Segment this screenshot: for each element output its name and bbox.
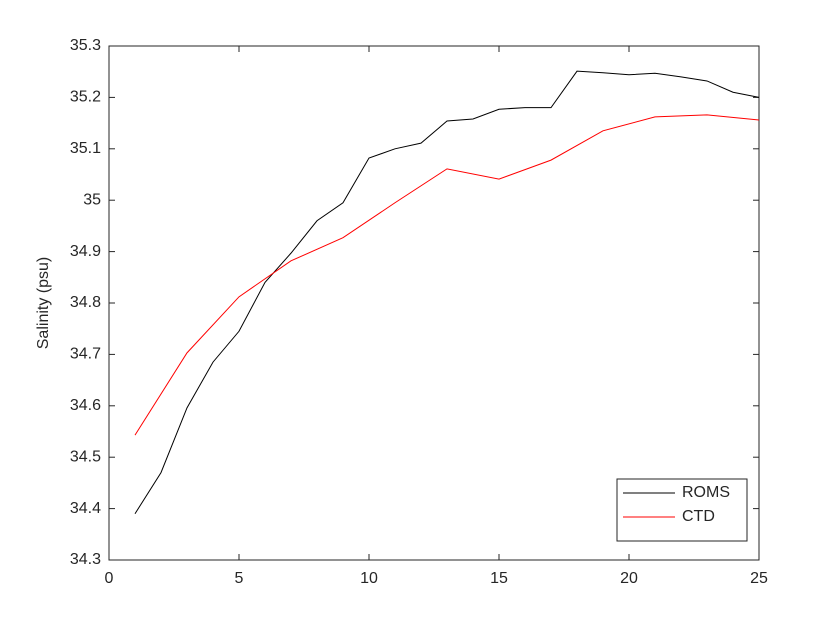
y-axis-label: Salinity (psu) [35,257,52,349]
y-tick-label: 34.8 [70,294,101,311]
legend-label: ROMS [682,484,730,501]
y-tick-label: 34.4 [70,500,101,517]
x-tick-label: 20 [620,570,638,587]
x-tick-label: 10 [360,570,378,587]
y-tick-label: 34.5 [70,448,101,465]
y-tick-label: 34.9 [70,243,101,260]
x-tick-label: 5 [235,570,244,587]
y-tick-label: 35 [83,191,101,208]
y-tick-label: 35.3 [70,37,101,54]
legend-label: CTD [682,508,715,525]
data-line [134,70,760,515]
x-tick-label: 25 [750,570,768,587]
y-tick-label: 34.6 [70,397,101,414]
x-tick-label: 0 [105,570,114,587]
y-tick-label: 34.7 [70,346,101,363]
legend-box [616,478,748,542]
data-line [134,114,760,436]
x-tick-label: 15 [490,570,508,587]
y-tick-label: 35.2 [70,89,101,106]
y-tick-label: 34.3 [70,551,101,568]
y-tick-label: 35.1 [70,140,101,157]
